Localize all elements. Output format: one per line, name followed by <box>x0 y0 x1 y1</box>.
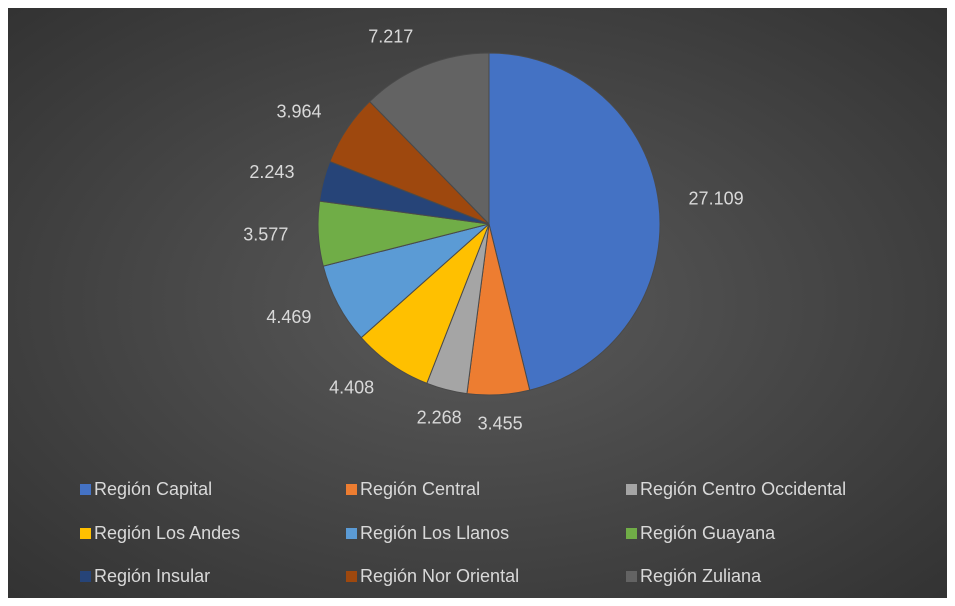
legend-label: Región Los Andes <box>94 523 240 543</box>
legend-label: Región Centro Occidental <box>640 479 846 499</box>
legend-swatch <box>346 528 357 539</box>
legend-swatch <box>346 571 357 582</box>
data-label: 7.217 <box>368 27 413 47</box>
legend-label: Región Insular <box>94 566 210 586</box>
legend-label: Región Capital <box>94 479 212 499</box>
data-label: 4.469 <box>266 307 311 327</box>
legend-swatch <box>80 571 91 582</box>
data-label: 3.577 <box>243 224 288 244</box>
legend-swatch <box>626 528 637 539</box>
legend-label: Región Guayana <box>640 523 776 543</box>
pie-slice <box>368 52 490 226</box>
legend-swatch <box>346 484 357 495</box>
data-label: 4.408 <box>329 378 374 398</box>
legend-swatch <box>626 571 637 582</box>
legend-swatch <box>626 484 637 495</box>
data-label: 27.109 <box>689 189 744 209</box>
legend-label: Región Zuliana <box>640 566 762 586</box>
data-label: 3.964 <box>277 102 322 122</box>
legend-label: Región Central <box>360 479 480 499</box>
legend-swatch <box>80 528 91 539</box>
data-label: 2.243 <box>249 162 294 182</box>
data-label: 2.268 <box>417 407 462 427</box>
legend-swatch <box>80 484 91 495</box>
pie-slice <box>488 52 661 391</box>
legend-label: Región Nor Oriental <box>360 566 519 586</box>
data-label: 3.455 <box>478 413 523 433</box>
legend-label: Región Los Llanos <box>360 523 509 543</box>
